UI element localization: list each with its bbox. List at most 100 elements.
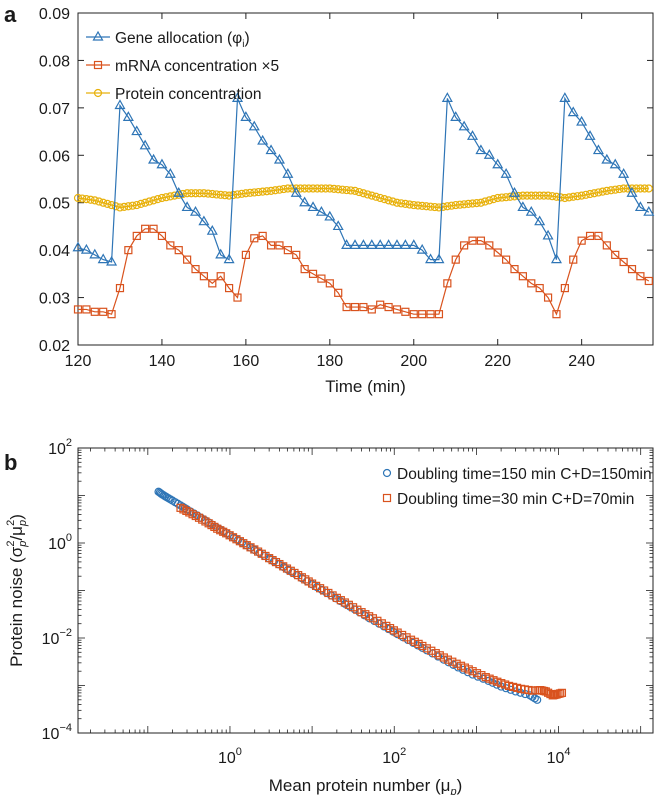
data-point xyxy=(426,310,435,319)
data-point xyxy=(458,120,470,131)
data-point xyxy=(472,199,481,208)
data-point xyxy=(564,193,574,202)
data-point-fill xyxy=(250,545,259,554)
data-point xyxy=(212,190,221,199)
data-point xyxy=(283,184,292,193)
data-point xyxy=(434,203,444,212)
data-point xyxy=(148,153,160,164)
series-circle xyxy=(73,184,653,212)
data-point xyxy=(304,184,313,193)
tick-base: 10 xyxy=(42,631,60,648)
data-point xyxy=(313,184,322,193)
panel-label-b: b xyxy=(4,450,17,475)
data-point xyxy=(644,184,653,193)
series-line xyxy=(77,187,649,209)
data-point xyxy=(136,199,146,208)
data-point xyxy=(618,168,630,178)
tick-base: 10 xyxy=(382,750,400,767)
data-point xyxy=(384,302,393,312)
data-point xyxy=(590,189,599,198)
data-point-fill xyxy=(501,680,510,689)
data-point xyxy=(522,191,532,200)
y-tick-label: 100 xyxy=(48,532,72,553)
series-circle xyxy=(154,487,542,704)
data-point xyxy=(215,248,227,259)
data-point xyxy=(475,144,487,155)
data-point xyxy=(598,187,607,196)
x-tick-label: 100 xyxy=(218,746,242,767)
data-point xyxy=(124,246,133,255)
data-point xyxy=(359,189,368,198)
data-point xyxy=(443,202,452,211)
data-point xyxy=(224,283,234,293)
data-point xyxy=(485,196,494,205)
data-point xyxy=(468,199,477,208)
data-point xyxy=(450,111,462,121)
data-point xyxy=(122,111,134,121)
data-point xyxy=(115,203,125,212)
data-point xyxy=(392,305,402,314)
data-point xyxy=(531,191,540,200)
data-point xyxy=(346,186,355,195)
data-point xyxy=(279,184,288,194)
data-point xyxy=(107,310,116,319)
data-point xyxy=(366,239,378,249)
data-point xyxy=(460,200,469,209)
data-point xyxy=(300,265,309,274)
x-tick-label: 200 xyxy=(400,353,427,370)
data-point xyxy=(408,239,420,249)
data-point xyxy=(416,243,428,254)
data-point xyxy=(170,191,179,200)
data-point-fill xyxy=(340,598,349,607)
data-point xyxy=(542,229,554,240)
data-point xyxy=(636,184,645,193)
data-point xyxy=(183,189,192,198)
data-point xyxy=(128,201,137,210)
data-point xyxy=(329,184,339,193)
data-point-fill xyxy=(365,612,374,621)
data-point xyxy=(341,239,353,249)
x-axis-title: Time (min) xyxy=(325,377,406,396)
legend: Doubling time=150 min C+D=150min Doubling… xyxy=(382,466,652,508)
data-point xyxy=(265,144,277,155)
axis-title-subscript: p xyxy=(449,786,456,795)
legend-label: Protein concentration xyxy=(115,86,261,103)
data-point xyxy=(609,158,621,169)
data-point xyxy=(141,224,150,233)
data-point xyxy=(602,186,611,195)
data-point xyxy=(204,189,213,198)
data-point xyxy=(510,265,519,274)
data-point xyxy=(82,195,91,204)
data-point xyxy=(527,279,536,288)
data-point xyxy=(447,201,456,210)
data-point xyxy=(577,191,586,200)
legend-label-text: ) xyxy=(244,30,249,47)
data-point xyxy=(208,279,217,288)
data-point-fill xyxy=(348,603,358,612)
data-point xyxy=(422,202,431,211)
data-point xyxy=(321,184,330,193)
x-tick-label: 220 xyxy=(484,353,511,370)
tick-exponent: −4 xyxy=(59,722,72,734)
data-point xyxy=(525,205,537,216)
data-point xyxy=(258,187,267,196)
data-point xyxy=(567,106,579,117)
y-tick-label: 0.07 xyxy=(39,101,70,118)
data-point xyxy=(282,168,294,178)
data-point-fill xyxy=(452,659,461,668)
data-point xyxy=(206,224,218,235)
data-point xyxy=(611,250,620,259)
data-point xyxy=(401,199,410,208)
data-point-fill xyxy=(316,584,325,593)
data-point xyxy=(350,302,360,312)
tick-exponent: 4 xyxy=(564,746,570,758)
data-point xyxy=(141,198,150,207)
y-tick-label: 0.05 xyxy=(39,196,70,213)
data-point xyxy=(359,302,368,312)
legend-marker-circle xyxy=(93,88,103,98)
data-point-fill xyxy=(427,646,436,655)
data-point xyxy=(371,192,381,201)
data-point xyxy=(162,193,171,202)
data-point xyxy=(401,307,410,316)
data-point xyxy=(325,184,334,193)
